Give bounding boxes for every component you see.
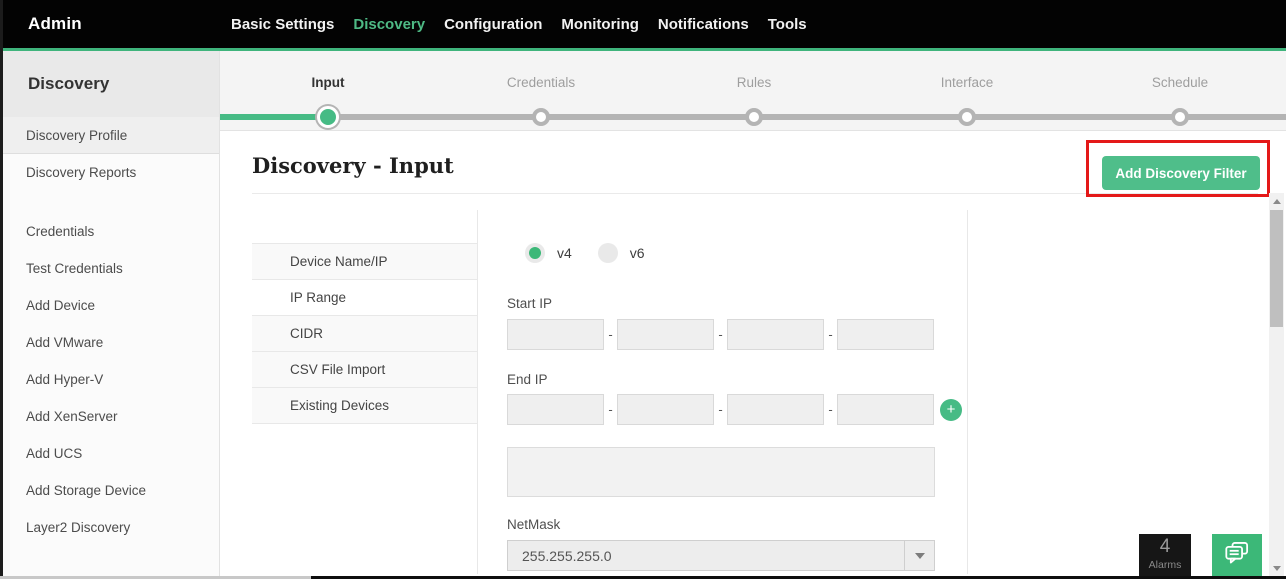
start-ip-octet-3[interactable] [727,319,824,350]
step-label-credentials[interactable]: Credentials [506,75,576,90]
step-label-rules[interactable]: Rules [736,75,772,90]
sidebar-item-add-hyper-v[interactable]: Add Hyper-V [26,372,104,387]
netmask-dropdown-button[interactable] [904,541,934,570]
end-ip-octet-3[interactable] [727,394,824,425]
header-accent-line [0,48,1286,51]
page-title: Discovery - Input [252,153,454,178]
sidebar-title: Discovery [3,51,219,117]
start-ip-octet-2[interactable] [617,319,714,350]
tab-device-name-ip[interactable]: Device Name/IP [252,244,477,280]
nav-notifications[interactable]: Notifications [657,15,749,33]
top-bar: Admin Basic Settings Discovery Configura… [0,0,1286,48]
plus-icon: + [946,401,956,418]
sidebar-item-discovery-profile[interactable]: Discovery Profile [3,117,219,154]
nav-discovery[interactable]: Discovery [353,15,426,33]
netmask-label: NetMask [507,517,561,532]
step-dot-input[interactable] [317,106,339,128]
nav-tools[interactable]: Tools [767,15,807,33]
chat-button[interactable] [1212,534,1262,576]
scroll-down-button[interactable] [1269,560,1284,576]
end-ip-octet-4[interactable] [837,394,934,425]
alarms-label: Alarms [1148,559,1182,571]
discovery-wizard-stepper: Input Credentials Rules Interface Schedu… [220,51,1286,131]
start-ip-inputs: - - - [507,319,934,350]
heading-divider [252,193,1258,194]
sidebar-group-divider [3,191,219,213]
sidebar: Discovery Discovery Profile Discovery Re… [3,51,220,576]
scroll-down-icon [1272,565,1281,571]
octet-separator: - [718,402,723,417]
sidebar-item-add-vmware[interactable]: Add VMware [26,335,104,350]
stepper-track-progress [220,114,320,120]
step-dot-interface[interactable] [958,108,976,126]
scrollbar-thumb[interactable] [1270,210,1283,327]
add-ip-range-button[interactable]: + [940,399,962,421]
sidebar-item-add-ucs[interactable]: Add UCS [26,446,83,461]
scroll-up-button[interactable] [1269,193,1284,209]
step-dot-schedule[interactable] [1171,108,1189,126]
tab-existing-devices[interactable]: Existing Devices [252,388,477,424]
nav-monitoring[interactable]: Monitoring [561,15,639,33]
octet-separator: - [608,327,613,342]
sidebar-item-add-device[interactable]: Add Device [26,298,96,313]
window-left-border [0,0,3,579]
nav-configuration[interactable]: Configuration [444,15,543,33]
chat-icon [1222,539,1252,571]
radio-v6[interactable] [597,243,618,263]
step-label-interface[interactable]: Interface [940,75,994,90]
octet-separator: - [718,327,723,342]
add-discovery-filter-button[interactable]: Add Discovery Filter [1102,156,1260,190]
top-navigation: Basic Settings Discovery Configuration M… [231,16,807,33]
chevron-down-icon [914,552,925,559]
nav-basic-settings[interactable]: Basic Settings [231,15,335,33]
sidebar-item-add-storage-device[interactable]: Add Storage Device [26,483,147,498]
netmask-dropdown[interactable]: 255.255.255.0 [507,540,935,571]
sidebar-item-add-xenserver[interactable]: Add XenServer [26,409,118,424]
alarms-count: 4 [1159,536,1171,557]
step-dot-credentials[interactable] [532,108,550,126]
end-ip-octet-2[interactable] [617,394,714,425]
ip-range-form: v4 v6 Start IP - - - End IP - - [507,243,962,571]
radio-v4-label: v4 [557,245,572,261]
end-ip-label: End IP [507,372,548,387]
netmask-selected-value: 255.255.255.0 [522,547,612,564]
sidebar-item-credentials[interactable]: Credentials [26,224,95,239]
app-brand: Admin [28,14,82,33]
tab-csv-file-import[interactable]: CSV File Import [252,352,477,388]
start-ip-octet-1[interactable] [507,319,604,350]
end-ip-inputs: - - - [507,394,934,425]
radio-v4[interactable] [525,243,545,263]
octet-separator: - [828,327,833,342]
sidebar-item-layer2-discovery[interactable]: Layer2 Discovery [26,520,131,535]
step-dot-rules[interactable] [745,108,763,126]
tab-ip-range[interactable]: IP Range [252,280,477,316]
scroll-up-icon [1272,198,1281,204]
octet-separator: - [608,402,613,417]
window-bottom-border-right [311,576,1286,579]
step-label-schedule[interactable]: Schedule [1151,75,1209,90]
sidebar-item-test-credentials[interactable]: Test Credentials [26,261,123,276]
form-left-divider [477,210,478,574]
vertical-scrollbar[interactable] [1269,193,1284,576]
tab-cidr[interactable]: CIDR [252,316,477,352]
sidebar-item-discovery-reports[interactable]: Discovery Reports [26,165,137,180]
alarms-badge[interactable]: 4 Alarms [1139,534,1191,576]
main-content: Discovery - Input Add Discovery Filter D… [220,131,1286,576]
start-ip-label: Start IP [507,296,553,311]
input-method-tabs: Device Name/IP IP Range CIDR CSV File Im… [252,243,477,424]
step-label-input[interactable]: Input [311,75,345,90]
end-ip-octet-1[interactable] [507,394,604,425]
form-right-divider [967,210,968,574]
ip-range-description-box[interactable] [507,447,935,497]
radio-v6-label: v6 [629,245,645,261]
annotation-highlight-box: Add Discovery Filter [1086,140,1270,197]
window-bottom-border-left [0,576,311,579]
octet-separator: - [828,402,833,417]
ip-version-selector: v4 v6 [525,243,957,263]
start-ip-octet-4[interactable] [837,319,934,350]
